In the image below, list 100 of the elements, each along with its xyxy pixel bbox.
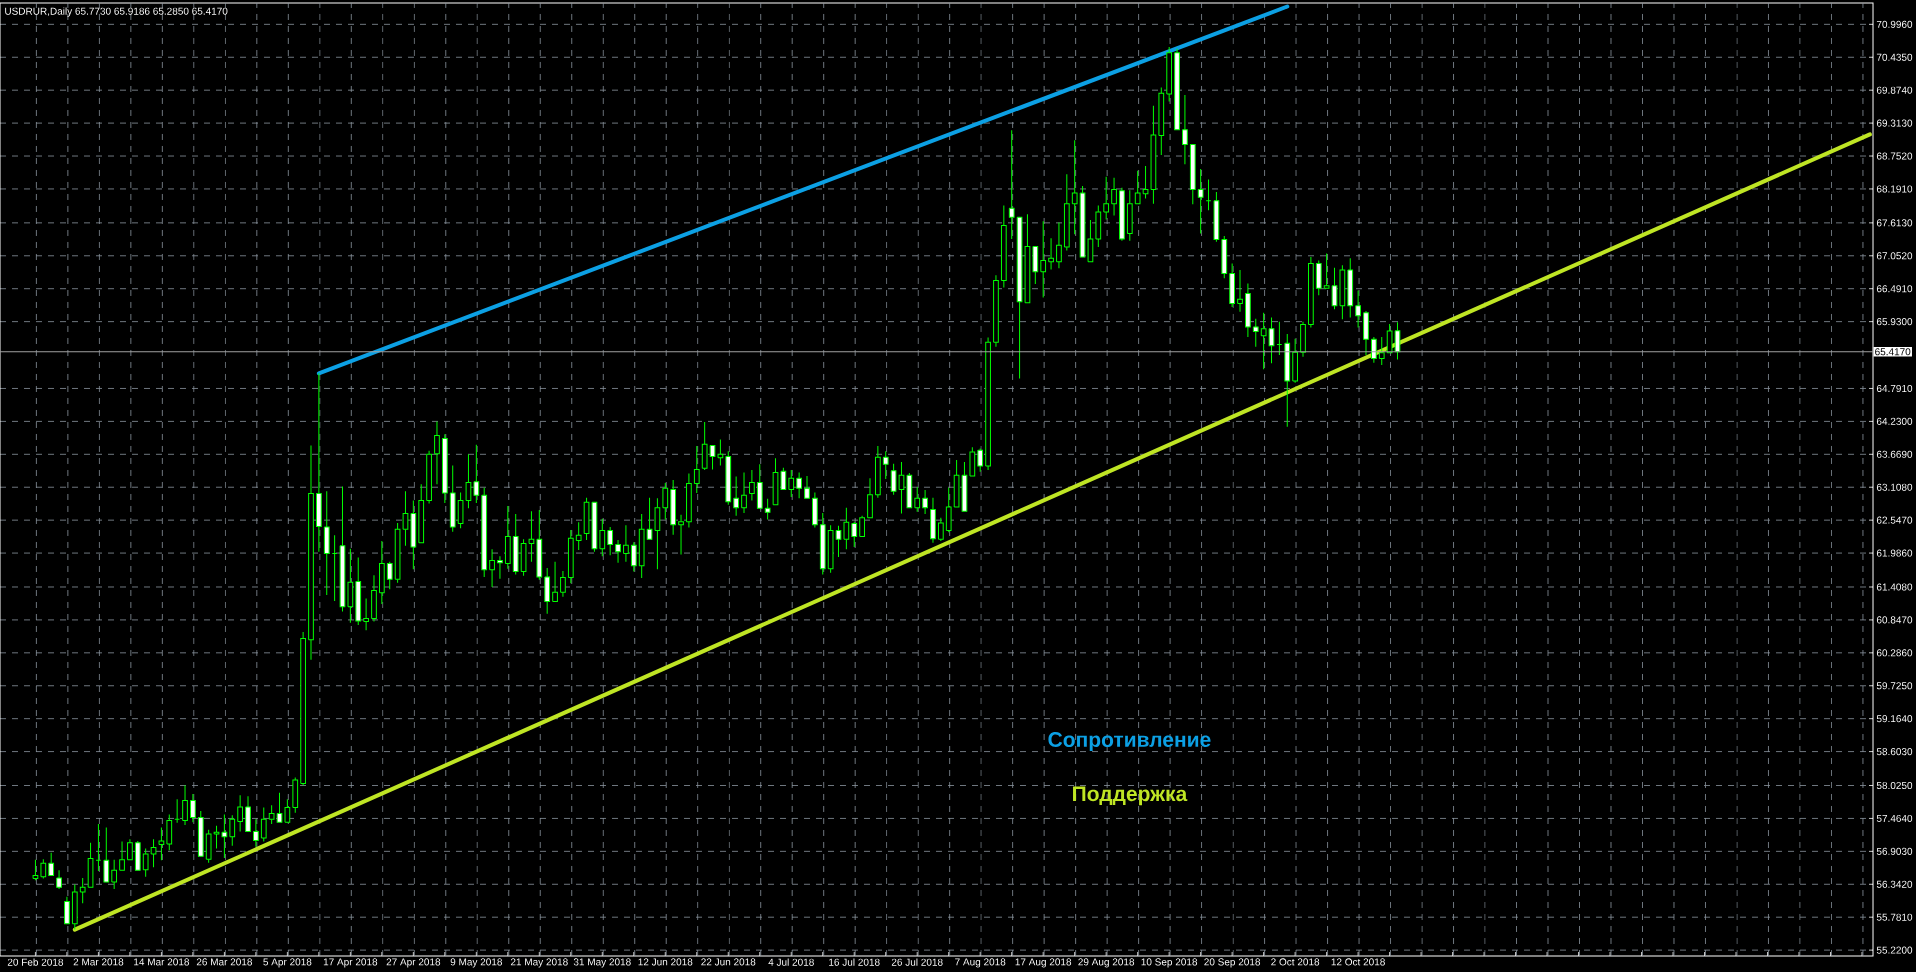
- candlestick: [1229, 263, 1236, 308]
- candlestick: [575, 521, 582, 551]
- candlestick: [489, 548, 495, 588]
- candlestick: [560, 570, 566, 598]
- y-tick-label: 61.9860: [1876, 549, 1913, 557]
- candlestick: [48, 852, 55, 877]
- y-tick-label: 57.4640: [1876, 814, 1913, 822]
- y-tick-label: 64.7910: [1876, 384, 1913, 392]
- x-tick-label: 2 Mar 2018: [73, 958, 124, 966]
- candlestick: [914, 486, 921, 513]
- candlestick: [733, 476, 739, 517]
- candlestick: [150, 838, 157, 868]
- candlestick: [1182, 94, 1188, 165]
- candlestick: [1032, 246, 1039, 285]
- x-tick-label: 9 May 2018: [450, 958, 503, 968]
- candlestick: [993, 274, 999, 348]
- candlestick: [197, 810, 204, 857]
- x-tick-label: 12 Oct 2018: [1331, 958, 1385, 966]
- candlestick: [1237, 269, 1243, 313]
- candlestick: [95, 823, 102, 872]
- x-tick-label: 16 Jul 2018: [829, 958, 880, 966]
- candlestick: [378, 540, 385, 605]
- y-tick-label: 69.8740: [1876, 86, 1913, 94]
- candlestick: [497, 555, 503, 580]
- candlestick: [693, 445, 700, 494]
- candlestick: [323, 490, 330, 596]
- x-tick-label: 17 Aug 2018: [1015, 958, 1072, 968]
- candlestick: [796, 471, 802, 499]
- y-tick-label: 63.6690: [1876, 450, 1913, 458]
- candlestick: [237, 794, 243, 833]
- candlestick: [930, 497, 936, 544]
- y-tick-label: 68.1910: [1876, 185, 1913, 193]
- x-tick-label: 7 Aug 2018: [955, 958, 1006, 968]
- candlestick: [749, 469, 755, 502]
- x-tick-label: 20 Sep 2018: [1204, 958, 1261, 968]
- candlestick: [875, 445, 881, 499]
- text: Сопротивление: [1048, 732, 1211, 752]
- candlestick: [87, 842, 94, 888]
- y-tick-label: 60.2860: [1876, 649, 1913, 657]
- candlestick: [347, 548, 354, 624]
- candlestick: [756, 463, 763, 509]
- candlestick: [300, 631, 306, 786]
- candlestick: [552, 561, 558, 603]
- candlestick: [804, 475, 810, 499]
- candlestick: [615, 539, 621, 564]
- x-tick-label: 21 May 2018: [510, 958, 568, 968]
- x-tick-label: 14 Mar 2018: [134, 958, 190, 966]
- y-tick-label: 56.9030: [1876, 847, 1913, 855]
- candlestick: [638, 513, 645, 579]
- candlestick: [40, 858, 47, 880]
- y-tick-label: 65.9300: [1876, 318, 1913, 326]
- candlestick: [190, 793, 196, 823]
- candlestick: [630, 541, 637, 573]
- candlestick: [662, 482, 669, 520]
- candlestick: [64, 896, 70, 925]
- y-tick-label: 66.4910: [1876, 285, 1913, 293]
- x-tick-label: 5 Apr 2018: [263, 958, 312, 968]
- candlestick: [182, 784, 188, 826]
- x-tick-label: 26 Jul 2018: [891, 958, 943, 966]
- candlestick: [1126, 189, 1133, 242]
- candlestick: [308, 444, 314, 661]
- candlestick: [1276, 321, 1283, 356]
- x-tick-label: 12 Jun 2018: [638, 958, 693, 966]
- candlestick: [119, 841, 125, 871]
- y-tick-label: 67.6130: [1876, 219, 1913, 227]
- ref-line-label: 65.4170: [1875, 348, 1911, 356]
- candlestick: [922, 489, 928, 515]
- candlestick: [1284, 333, 1291, 428]
- candlestick: [985, 336, 991, 471]
- candlestick: [1158, 86, 1165, 156]
- x-tick-label: 27 Apr 2018: [386, 958, 441, 968]
- text: Поддержка: [1073, 786, 1188, 806]
- candlestick: [1347, 257, 1354, 319]
- candlestick: [528, 510, 535, 563]
- candlestick: [1205, 179, 1212, 211]
- candlestick: [1189, 143, 1196, 205]
- x-tick-label: 20 Feb 2018: [7, 958, 64, 966]
- candlestick: [245, 795, 251, 833]
- candlestick: [1000, 204, 1007, 289]
- candlestick: [339, 486, 346, 613]
- candlestick: [79, 877, 86, 904]
- y-tick-label: 58.0250: [1876, 781, 1913, 790]
- x-tick-label: 29 Aug 2018: [1078, 958, 1135, 968]
- y-tick-label: 55.2200: [1876, 946, 1913, 954]
- y-tick-label: 68.7520: [1876, 152, 1913, 160]
- x-tick-label: 22 Jun 2018: [701, 958, 756, 966]
- y-tick-label: 70.9960: [1876, 20, 1913, 28]
- candlestick: [1371, 336, 1377, 364]
- candlestick: [127, 838, 133, 861]
- candlestick: [1040, 220, 1047, 299]
- candlestick: [1292, 338, 1298, 384]
- candlestick: [1111, 177, 1117, 216]
- y-tick-label: 63.1080: [1876, 483, 1913, 491]
- candlestick: [678, 514, 684, 556]
- y-tick-label: 69.3130: [1876, 119, 1913, 127]
- candlestick: [1071, 139, 1078, 235]
- candlestick: [441, 433, 448, 504]
- candlestick: [418, 483, 425, 544]
- candlestick: [402, 490, 409, 547]
- x-tick-label: 10 Sep 2018: [1141, 958, 1198, 968]
